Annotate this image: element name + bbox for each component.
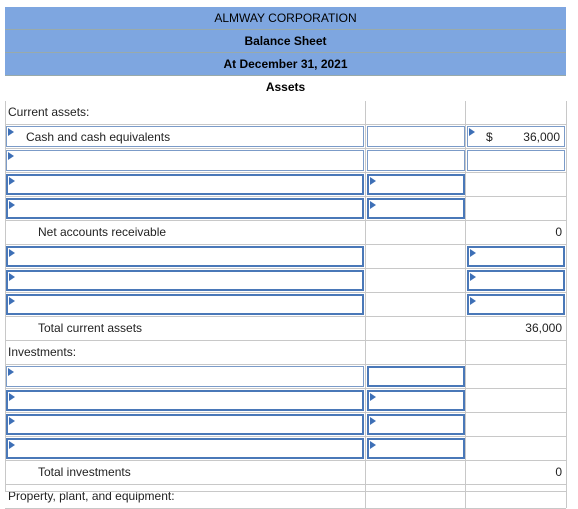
total-investments-label: Total investments xyxy=(38,465,131,479)
balance-sheet: ALMWAY CORPORATION Balance Sheet At Dece… xyxy=(5,7,567,509)
amount-input[interactable] xyxy=(467,270,565,291)
section-band: Assets xyxy=(5,76,566,98)
detail-input[interactable] xyxy=(367,198,465,219)
amount-input[interactable] xyxy=(467,294,565,315)
account-select[interactable] xyxy=(6,150,364,171)
table-row xyxy=(5,245,567,269)
cash-amount: 36,000 xyxy=(523,130,560,144)
section-title: Assets xyxy=(265,80,306,94)
account-select[interactable] xyxy=(6,270,364,291)
dropdown-marker-icon xyxy=(9,249,15,257)
dropdown-marker-icon xyxy=(469,128,475,136)
total-investments-amount: 0 xyxy=(555,465,562,479)
detail-input[interactable] xyxy=(367,366,465,387)
table-row xyxy=(5,389,567,413)
table-row: Investments: xyxy=(5,341,567,365)
statement-date: At December 31, 2021 xyxy=(223,57,348,71)
statement-band: Balance Sheet xyxy=(5,30,566,53)
cash-label: Cash and cash equivalents xyxy=(26,130,171,144)
amount-input[interactable] xyxy=(467,246,565,267)
account-select[interactable] xyxy=(6,414,364,435)
dropdown-marker-icon xyxy=(9,177,15,185)
balance-grid: Current assets: Cash and cash equivalent… xyxy=(5,101,567,509)
account-select[interactable] xyxy=(6,438,364,459)
total-current-assets-amount: 36,000 xyxy=(525,321,562,335)
current-assets-heading: Current assets: xyxy=(8,105,90,119)
dropdown-marker-icon xyxy=(370,393,376,401)
account-select[interactable] xyxy=(6,174,364,195)
table-row xyxy=(5,293,567,317)
dropdown-marker-icon xyxy=(9,201,15,209)
table-row xyxy=(5,269,567,293)
table-row: Total investments 0 xyxy=(5,461,567,485)
table-row xyxy=(5,173,567,197)
table-row xyxy=(5,197,567,221)
cash-label-field[interactable]: Cash and cash equivalents xyxy=(6,126,364,147)
dropdown-marker-icon xyxy=(370,441,376,449)
account-select[interactable] xyxy=(6,246,364,267)
table-row: Cash and cash equivalents $36,000 xyxy=(5,125,567,149)
dropdown-marker-icon xyxy=(370,177,376,185)
dropdown-marker-icon xyxy=(9,273,15,281)
amount-input[interactable] xyxy=(467,150,565,171)
account-select[interactable] xyxy=(6,366,364,387)
dropdown-marker-icon xyxy=(8,368,14,376)
dropdown-marker-icon xyxy=(9,441,15,449)
total-current-assets-label: Total current assets xyxy=(38,321,143,335)
net-ar-amount: 0 xyxy=(555,225,562,239)
dropdown-marker-icon xyxy=(370,417,376,425)
dropdown-marker-icon xyxy=(9,417,15,425)
table-row: Property, plant, and equipment: xyxy=(5,485,567,509)
table-row: Net accounts receivable 0 xyxy=(5,221,567,245)
dropdown-marker-icon xyxy=(470,249,476,257)
dropdown-marker-icon xyxy=(9,393,15,401)
currency-symbol: $ xyxy=(486,130,493,144)
net-ar-label: Net accounts receivable xyxy=(38,225,167,239)
table-row xyxy=(5,149,567,173)
ppe-heading: Property, plant, and equipment: xyxy=(8,489,175,503)
detail-input[interactable] xyxy=(367,414,465,435)
cash-amount-input[interactable]: $36,000 xyxy=(467,126,565,147)
account-select[interactable] xyxy=(6,390,364,411)
account-select[interactable] xyxy=(6,198,364,219)
dropdown-marker-icon xyxy=(8,128,14,136)
dropdown-marker-icon xyxy=(370,201,376,209)
table-row: Total current assets 36,000 xyxy=(5,317,567,341)
company-name: ALMWAY CORPORATION xyxy=(214,11,357,25)
table-row xyxy=(5,365,567,389)
dropdown-marker-icon xyxy=(470,273,476,281)
detail-input[interactable] xyxy=(367,150,465,171)
dropdown-marker-icon xyxy=(470,297,476,305)
company-band: ALMWAY CORPORATION xyxy=(5,7,566,30)
detail-input[interactable] xyxy=(367,390,465,411)
statement-title: Balance Sheet xyxy=(244,34,327,48)
date-band: At December 31, 2021 xyxy=(5,53,566,76)
dropdown-marker-icon xyxy=(9,297,15,305)
account-select[interactable] xyxy=(6,294,364,315)
table-row xyxy=(5,437,567,461)
table-row: Current assets: xyxy=(5,101,567,125)
dropdown-marker-icon xyxy=(8,152,14,160)
table-row xyxy=(5,413,567,437)
detail-input[interactable] xyxy=(367,174,465,195)
cash-detail-input[interactable] xyxy=(367,126,465,147)
investments-heading: Investments: xyxy=(8,345,77,359)
detail-input[interactable] xyxy=(367,438,465,459)
